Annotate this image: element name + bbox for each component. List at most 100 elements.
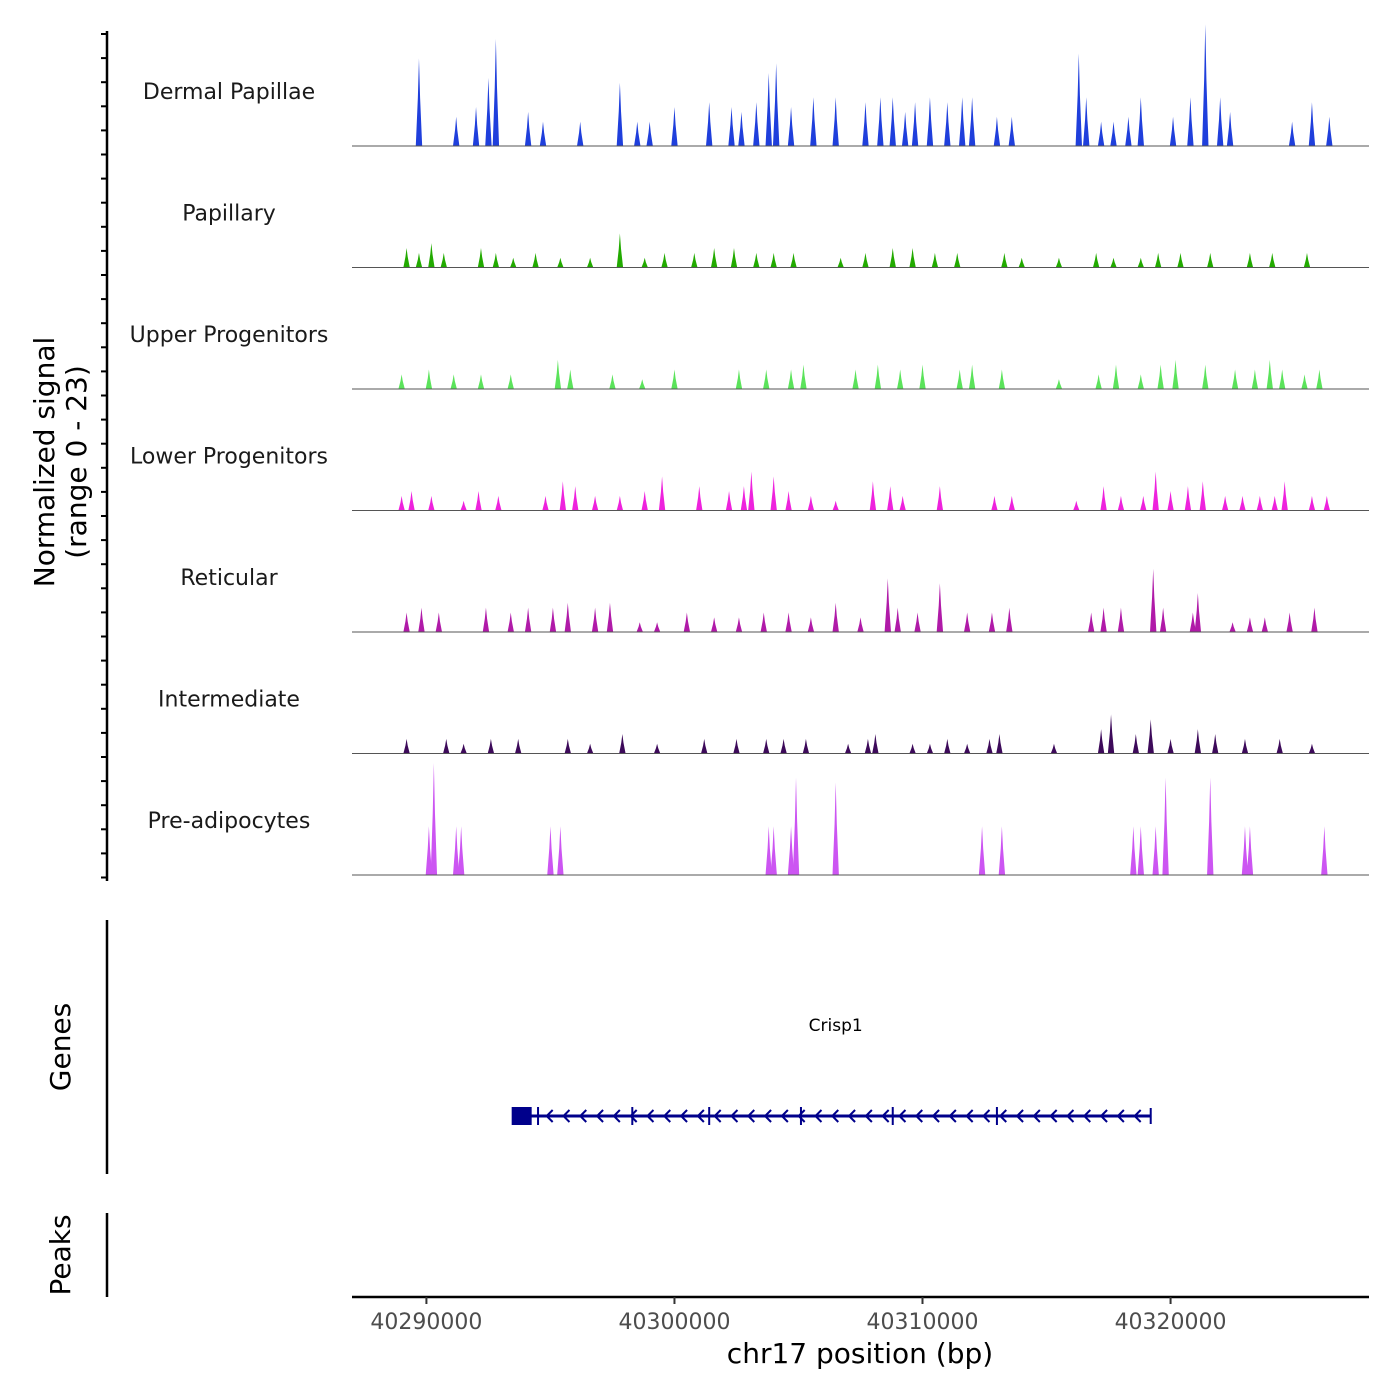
signal-peak <box>557 257 564 268</box>
signal-peak <box>1194 729 1202 754</box>
signal-peak <box>1137 97 1144 146</box>
signal-peak <box>1251 369 1259 389</box>
x-tick-label: 40320000 <box>1115 1310 1227 1335</box>
signal-peak <box>864 738 872 754</box>
signal-peak <box>1271 495 1278 511</box>
signal-peak <box>740 486 748 511</box>
signal-peak <box>1137 257 1144 268</box>
signal-peak <box>616 82 624 146</box>
strand-arrow <box>1116 1109 1125 1123</box>
signal-peak <box>810 97 817 146</box>
signal-peak <box>524 111 532 146</box>
signal-peak <box>564 602 572 632</box>
signal-peak <box>807 617 815 632</box>
signal-peak <box>542 495 549 511</box>
signal-peak <box>1167 738 1174 754</box>
signal-peak <box>425 826 433 875</box>
signal-peak <box>567 369 574 389</box>
track-label: Lower Progenitors <box>130 445 328 470</box>
signal-peak <box>477 248 485 268</box>
strand-arrow <box>982 1109 991 1123</box>
signal-peak <box>944 738 951 754</box>
signal-peak <box>1159 607 1167 632</box>
signal-peak <box>1308 495 1316 511</box>
signal-peak <box>1152 826 1159 875</box>
signal-peak <box>1006 607 1013 632</box>
signal-peak <box>763 738 770 754</box>
signal-peak <box>564 738 572 754</box>
signal-peak <box>1241 738 1249 754</box>
signal-peak <box>872 734 879 754</box>
signal-peak <box>807 495 815 511</box>
y-axis-title-line2: (range 0 - 23) <box>60 365 93 559</box>
strand-arrow <box>965 1109 974 1123</box>
signal-peak <box>1100 607 1107 632</box>
signal-peak <box>591 607 599 632</box>
signal-peak <box>1221 495 1229 511</box>
signal-peak <box>1241 826 1249 875</box>
signal-peak <box>683 612 691 632</box>
signal-peak <box>472 107 480 146</box>
signal-peak <box>1055 257 1063 268</box>
signal-peak <box>577 121 584 146</box>
signal-peak <box>658 476 666 511</box>
signal-peak <box>1194 593 1202 632</box>
signal-peak <box>539 121 547 146</box>
signal-peak <box>844 743 852 754</box>
signal-peak <box>733 738 740 754</box>
signal-peak <box>1008 116 1016 146</box>
strand-arrow <box>696 1109 705 1123</box>
signal-peak <box>889 248 896 268</box>
signal-peak <box>460 500 467 511</box>
signal-peak <box>772 63 780 146</box>
signal-peak <box>956 369 963 389</box>
signal-peak <box>909 743 916 754</box>
signal-peak <box>832 602 839 632</box>
strand-arrow <box>914 1109 923 1123</box>
signal-peak <box>572 486 579 511</box>
y-axis-title-line1: Normalized signal <box>28 337 61 588</box>
strand-arrow <box>1082 1109 1091 1123</box>
signal-peak <box>1110 121 1117 146</box>
strand-arrow <box>1066 1109 1075 1123</box>
strand-arrow <box>780 1109 789 1123</box>
track-label: Dermal Papillae <box>143 80 315 105</box>
signal-peak <box>919 364 926 389</box>
signal-peak <box>1055 379 1063 389</box>
signal-peak <box>1050 743 1058 754</box>
signal-peak <box>1095 374 1102 389</box>
track-lower-progenitors: Lower Progenitors <box>130 445 1369 511</box>
strand-arrow <box>578 1109 587 1123</box>
signal-peak <box>790 252 797 268</box>
signal-peak <box>559 481 567 511</box>
signal-peak <box>1130 826 1137 875</box>
strand-arrow <box>797 1109 806 1123</box>
signal-peak <box>728 107 735 146</box>
signal-peak <box>485 77 492 146</box>
signal-peak <box>765 72 772 146</box>
signal-peak <box>1261 617 1269 632</box>
signal-peak <box>753 252 760 268</box>
signal-peak <box>1140 495 1147 511</box>
signal-peak <box>639 379 646 389</box>
gene-label-crisp1: Crisp1 <box>809 1016 863 1036</box>
signal-peak <box>641 257 648 268</box>
signal-peak <box>705 102 713 146</box>
signal-peak <box>1177 252 1184 268</box>
signal-peak <box>763 369 770 389</box>
strand-arrow <box>881 1109 890 1123</box>
signal-peak <box>475 491 482 511</box>
signal-peak <box>477 374 485 389</box>
strand-arrow <box>1099 1109 1108 1123</box>
signal-peak <box>1097 121 1105 146</box>
coverage-tracks: Dermal Papillae Papillary Upper Progenitor… <box>130 24 1369 876</box>
signal-peak <box>1152 471 1159 511</box>
signal-peak <box>926 97 934 146</box>
signal-peak <box>911 102 919 146</box>
track-reticular: Reticular <box>180 566 1369 633</box>
signal-peak <box>936 486 944 511</box>
strand-arrow <box>646 1109 655 1123</box>
signal-peak <box>1212 734 1219 754</box>
track-label: Reticular <box>180 566 278 591</box>
signal-peak <box>671 107 678 146</box>
